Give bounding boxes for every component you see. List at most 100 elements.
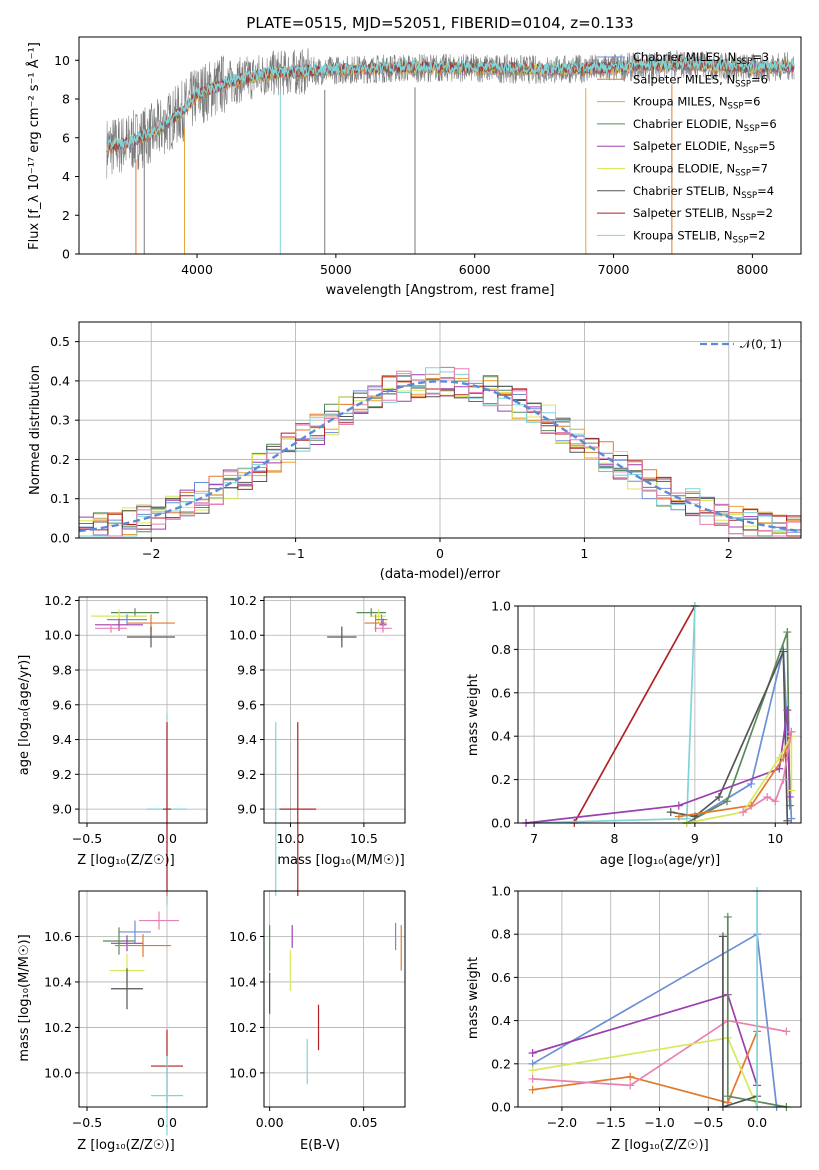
mass-vs-z-panel-ytick-label: 10.0 (44, 1065, 72, 1080)
weight-marker (528, 1074, 537, 1083)
weight-marker (723, 912, 732, 921)
weight-vs-z-panel-xtick-label: −1.5 (596, 1115, 626, 1130)
mass-vs-z-panel-ytick-label: 10.6 (44, 929, 72, 944)
spectrum-ytick-label: 2 (62, 208, 70, 223)
legend-label: Chabrier ELODIE, NSSP=6 (633, 117, 777, 134)
age-vs-z-panel-grid (79, 597, 207, 823)
age-vs-mass-panel-ytick-label: 9.4 (237, 732, 257, 747)
mass-vs-ebv-panel-marks (269, 922, 402, 1085)
age-vs-mass-panel-ytick-label: 10.0 (229, 628, 257, 643)
mass-vs-z-panel-axes-frame (78, 890, 208, 1108)
weight-marker (528, 1085, 537, 1094)
model-fit-kroupa-stelib (106, 55, 795, 152)
spectrum-xtick-label: 5000 (320, 262, 352, 277)
weight-vs-z-panel-grid (518, 890, 801, 1108)
age-vs-mass-panel-ytick-label: 9.0 (237, 802, 257, 817)
weight-vs-age-panel-xtick-label: 9 (691, 831, 699, 846)
age-vs-mass-panel-ytick-label: 9.6 (237, 697, 257, 712)
weight-vs-z-panel-xtick-label: 0.0 (747, 1115, 767, 1130)
weight-vs-age-xlabel: age [log₁₀(age/yr)] (600, 853, 721, 868)
weight-marker (783, 706, 792, 715)
spectrum-ytick-label: 10 (54, 53, 70, 68)
weight-marker (783, 628, 792, 637)
weight-vs-z-panel-ytick-label: 0.0 (491, 1100, 511, 1115)
weight-line (686, 631, 791, 824)
weight-marker (528, 1049, 537, 1057)
mass-vs-ebv-panel-ytick-label: 10.2 (229, 1020, 257, 1035)
weight-vs-age-panel-xtick-label: 8 (611, 831, 619, 846)
weight-vs-z-panel-ytick-label: 0.8 (491, 927, 511, 942)
weight-marker (739, 808, 748, 817)
age-vs-mass-panel-grid (264, 597, 405, 823)
legend-gauss-label: 𝒩(0, 1) (740, 337, 782, 351)
mass-vs-ebv-panel-grid (264, 891, 405, 1107)
weight-vs-age-panel-ytick-label: 0.2 (491, 772, 511, 787)
weight-marker (787, 727, 796, 736)
weight-line (532, 1031, 758, 1104)
age-vs-z-panel-ytick-label: 9.0 (52, 802, 72, 817)
mass-vs-ebv-panel-ytick-label: 10.6 (229, 929, 257, 944)
age-vs-mass-panel-marks (274, 608, 392, 897)
histogram-xtick-label: −2 (142, 546, 160, 561)
gaussian-curve (78, 380, 802, 533)
weight-marker (779, 775, 788, 784)
weight-marker (787, 786, 796, 795)
legend-label: Chabrier STELIB, NSSP=4 (633, 184, 774, 201)
histogram-panel: −2 −1 0 1 2 0.0 0.1 0.2 0.3 0.4 0.5 (data-model)/e… (28, 321, 802, 582)
age-vs-z-panel-xtick-label: −0.5 (72, 831, 102, 846)
legend-label: Salpeter STELIB, NSSP=2 (633, 206, 773, 223)
age-vs-mass-panel-axes-frame (263, 596, 406, 824)
weight-vs-age-panel: 0.0 0.2 0.4 0.6 0.8 1.0 7 8 9 10 (491, 599, 802, 846)
age-vs-mass-panel-xtick-label: 10.0 (277, 831, 305, 846)
mass-vs-ebv-xlabel: E(B-V) (300, 1138, 340, 1153)
age-vs-mass-xlabel: mass [log₁₀(M/M☉)] (277, 853, 404, 868)
weight-vs-z-panel-ytick-label: 0.6 (491, 970, 511, 985)
weight-line (678, 731, 793, 818)
spectrum-xtick-label: 7000 (598, 262, 630, 277)
histogram-xtick-label: −1 (286, 546, 304, 561)
weight-marker (785, 792, 794, 801)
weight-vs-age-ylabel: mass weight (466, 674, 481, 756)
weight-vs-z-panel-marks (528, 887, 791, 1111)
histogram-ylabel: Normed distribution (28, 365, 43, 495)
age-vs-mass-panel: 9.0 9.2 9.4 9.6 9.8 10.0 10.2 10.0 10.5 (229, 593, 406, 897)
weight-vs-age-panel-ytick-label: 0.8 (491, 642, 511, 657)
mass-vs-ebv-panel-axes-frame (263, 890, 406, 1108)
histogram-xlabel: (data-model)/error (380, 567, 501, 582)
weight-marker (528, 1066, 537, 1075)
weight-vs-age-panel-marks (522, 602, 796, 827)
spectrum-axes-frame (78, 36, 802, 255)
spectrum-xtick-label: 8000 (736, 262, 768, 277)
weight-line (525, 605, 696, 824)
age-vs-mass-panel-ytick-label: 9.2 (237, 767, 257, 782)
weight-marker (763, 792, 772, 801)
weight-vs-z-panel-axes-frame (517, 890, 802, 1108)
age-vs-z-panel-ytick-label: 9.8 (52, 663, 72, 678)
weight-marker (666, 808, 675, 817)
age-vs-z-panel-axes-frame (78, 596, 208, 824)
age-vs-z-panel-ytick-label: 10.2 (44, 593, 72, 608)
mass-vs-ebv-panel-ytick-label: 10.0 (229, 1065, 257, 1080)
histogram-ytick-label: 0.3 (50, 413, 70, 428)
histogram-legend: 𝒩(0, 1) (700, 337, 782, 351)
weight-vs-z-panel-xtick-label: −1.0 (644, 1115, 674, 1130)
mass-vs-ebv-panel: 10.0 10.2 10.4 10.6 0.00 0.05 (229, 890, 406, 1130)
weight-vs-z-panel-ytick-label: 0.2 (491, 1056, 511, 1071)
weight-vs-z-panel-ytick-label: 0.4 (491, 1013, 511, 1028)
histogram-ytick-label: 0.4 (50, 373, 70, 388)
weight-vs-z-panel-xtick-label: −0.5 (693, 1115, 723, 1130)
histogram-ytick-label: 0.5 (50, 334, 70, 349)
spectrum-ytick-label: 8 (62, 92, 70, 107)
spectrum-panel: PLATE=0515, MJD=52051, FIBERID=0104, z=0… (26, 14, 802, 298)
age-vs-z-ylabel: age [log₁₀(age/yr)] (17, 655, 32, 776)
mass-vs-ebv-panel-ytick-label: 10.4 (229, 974, 257, 989)
spectrum-ylabel: Flux [f_λ 10⁻¹⁷ erg cm⁻² s⁻¹ Å⁻¹] (26, 42, 42, 250)
weight-vs-z-panel-xtick-label: −2.0 (547, 1115, 577, 1130)
histogram-xtick-label: 0 (436, 546, 444, 561)
age-vs-z-panel-marks (91, 608, 187, 905)
weight-marker (626, 1081, 635, 1090)
weight-vs-age-panel-ytick-label: 0.4 (491, 729, 511, 744)
legend-label: Kroupa ELODIE, NSSP=7 (633, 162, 768, 179)
weight-vs-age-panel-ytick-label: 0.0 (491, 816, 511, 831)
legend-label: Chabrier MILES, NSSP=3 (633, 50, 769, 67)
